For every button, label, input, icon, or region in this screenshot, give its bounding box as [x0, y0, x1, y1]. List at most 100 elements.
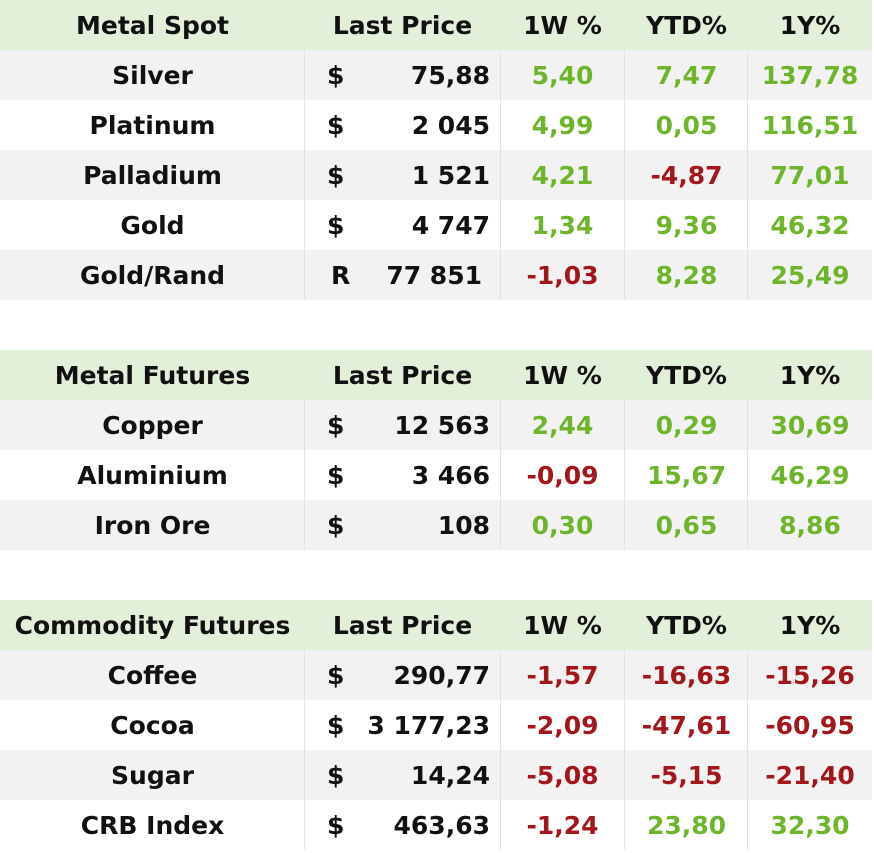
- row-currency: $: [327, 660, 345, 690]
- row-price: 3 466: [411, 460, 490, 490]
- row-1w: 4,99: [531, 110, 594, 140]
- row-currency: $: [327, 760, 345, 790]
- col-header-1y: 1Y%: [779, 360, 841, 390]
- row-price: 14,24: [410, 760, 490, 790]
- row-name: Silver: [112, 60, 193, 90]
- row-1w: -2,09: [526, 710, 599, 740]
- row-1y: -21,40: [765, 760, 855, 790]
- row-1w: 5,40: [531, 60, 594, 90]
- row-1y: -15,26: [765, 660, 855, 690]
- table-row: Silver $ 75,88 5,40 7,47 137,78: [0, 50, 872, 100]
- row-1y: 30,69: [770, 410, 850, 440]
- table-row: Platinum $ 2 045 4,99 0,05 116,51: [0, 100, 872, 150]
- row-ytd: -47,61: [641, 710, 732, 740]
- col-header-1w: 1W %: [523, 360, 602, 390]
- row-currency: $: [327, 510, 345, 540]
- row-price: 2 045: [411, 110, 490, 140]
- row-1w: 4,21: [531, 160, 594, 190]
- table-row: Cocoa $ 3 177,23 -2,09 -47,61 -60,95: [0, 700, 872, 750]
- row-ytd: 15,67: [646, 460, 727, 490]
- row-1w: 2,44: [531, 410, 594, 440]
- row-ytd: -5,15: [650, 760, 723, 790]
- row-name: CRB Index: [80, 810, 225, 840]
- row-1y: 77,01: [770, 160, 850, 190]
- row-1y: 32,30: [770, 810, 850, 840]
- table-row: Iron Ore $ 108 0,30 0,65 8,86: [0, 500, 872, 550]
- table-row: Palladium $ 1 521 4,21 -4,87 77,01: [0, 150, 872, 200]
- row-name: Palladium: [83, 160, 222, 190]
- table-row: CRB Index $ 463,63 -1,24 23,80 32,30: [0, 800, 872, 850]
- row-1w: -5,08: [526, 760, 599, 790]
- row-1y: -60,95: [765, 710, 855, 740]
- table-row: Aluminium $ 3 466 -0,09 15,67 46,29: [0, 450, 872, 500]
- table-row: Coffee $ 290,77 -1,57 -16,63 -15,26: [0, 650, 872, 700]
- row-ytd: 7,47: [655, 60, 718, 90]
- section-title: Metal Spot: [76, 10, 229, 40]
- row-ytd: 0,65: [655, 510, 718, 540]
- row-currency: R: [331, 260, 351, 290]
- row-name: Iron Ore: [94, 510, 211, 540]
- row-name: Copper: [102, 410, 203, 440]
- row-1w: -1,03: [526, 260, 599, 290]
- row-price: 12 563: [394, 410, 490, 440]
- row-price: 4 747: [411, 210, 490, 240]
- col-header-ytd: YTD%: [646, 10, 727, 40]
- row-currency: $: [327, 710, 345, 740]
- row-ytd: 9,36: [655, 210, 718, 240]
- row-price: 108: [437, 510, 490, 540]
- row-price: 1 521: [411, 160, 490, 190]
- table-header: Metal Spot Last Price 1W % YTD% 1Y%: [0, 0, 872, 50]
- table-row: Gold/Rand R 77 851 -1,03 8,28 25,49: [0, 250, 872, 300]
- row-price: 290,77: [393, 660, 490, 690]
- row-name: Platinum: [89, 110, 216, 140]
- row-1y: 46,32: [770, 210, 850, 240]
- col-header-last-price: Last Price: [332, 10, 473, 40]
- row-ytd: -16,63: [641, 660, 732, 690]
- row-1w: 1,34: [531, 210, 594, 240]
- row-1y: 8,86: [779, 510, 841, 540]
- row-currency: $: [327, 410, 345, 440]
- row-currency: $: [327, 460, 345, 490]
- col-header-1y: 1Y%: [779, 610, 841, 640]
- row-price: 3 177,23: [367, 710, 490, 740]
- row-1w: -1,57: [526, 660, 599, 690]
- section-title: Commodity Futures: [14, 610, 291, 640]
- row-price: 463,63: [393, 810, 490, 840]
- col-header-1y: 1Y%: [779, 10, 841, 40]
- row-currency: $: [327, 210, 345, 240]
- row-1y: 25,49: [770, 260, 850, 290]
- row-ytd: 23,80: [646, 810, 727, 840]
- row-currency: $: [327, 810, 345, 840]
- table-header: Metal Futures Last Price 1W % YTD% 1Y%: [0, 350, 872, 400]
- row-price: 77 851: [386, 260, 482, 290]
- col-header-ytd: YTD%: [646, 610, 727, 640]
- row-currency: $: [327, 160, 345, 190]
- col-header-last-price: Last Price: [332, 360, 473, 390]
- row-name: Gold/Rand: [79, 260, 226, 290]
- col-header-1w: 1W %: [523, 10, 602, 40]
- row-name: Sugar: [111, 760, 194, 790]
- row-price: 75,88: [410, 60, 490, 90]
- row-ytd: 0,05: [655, 110, 718, 140]
- row-1y: 116,51: [761, 110, 859, 140]
- col-header-ytd: YTD%: [646, 360, 727, 390]
- row-name: Aluminium: [77, 460, 228, 490]
- metal-spot-table: Metal Spot Last Price 1W % YTD% 1Y% Silv…: [0, 0, 872, 300]
- row-ytd: -4,87: [650, 160, 723, 190]
- table-row: Gold $ 4 747 1,34 9,36 46,32: [0, 200, 872, 250]
- row-name: Gold: [120, 210, 185, 240]
- table-row: Copper $ 12 563 2,44 0,29 30,69: [0, 400, 872, 450]
- col-header-last-price: Last Price: [332, 610, 473, 640]
- row-name: Coffee: [107, 660, 198, 690]
- row-ytd: 8,28: [655, 260, 718, 290]
- section-title: Metal Futures: [54, 360, 251, 390]
- row-1w: -1,24: [526, 810, 599, 840]
- row-currency: $: [327, 60, 345, 90]
- commodity-futures-table: Commodity Futures Last Price 1W % YTD% 1…: [0, 600, 872, 850]
- metal-futures-table: Metal Futures Last Price 1W % YTD% 1Y% C…: [0, 350, 872, 550]
- row-1w: 0,30: [531, 510, 594, 540]
- table-row: Sugar $ 14,24 -5,08 -5,15 -21,40: [0, 750, 872, 800]
- col-header-1w: 1W %: [523, 610, 602, 640]
- row-ytd: 0,29: [655, 410, 718, 440]
